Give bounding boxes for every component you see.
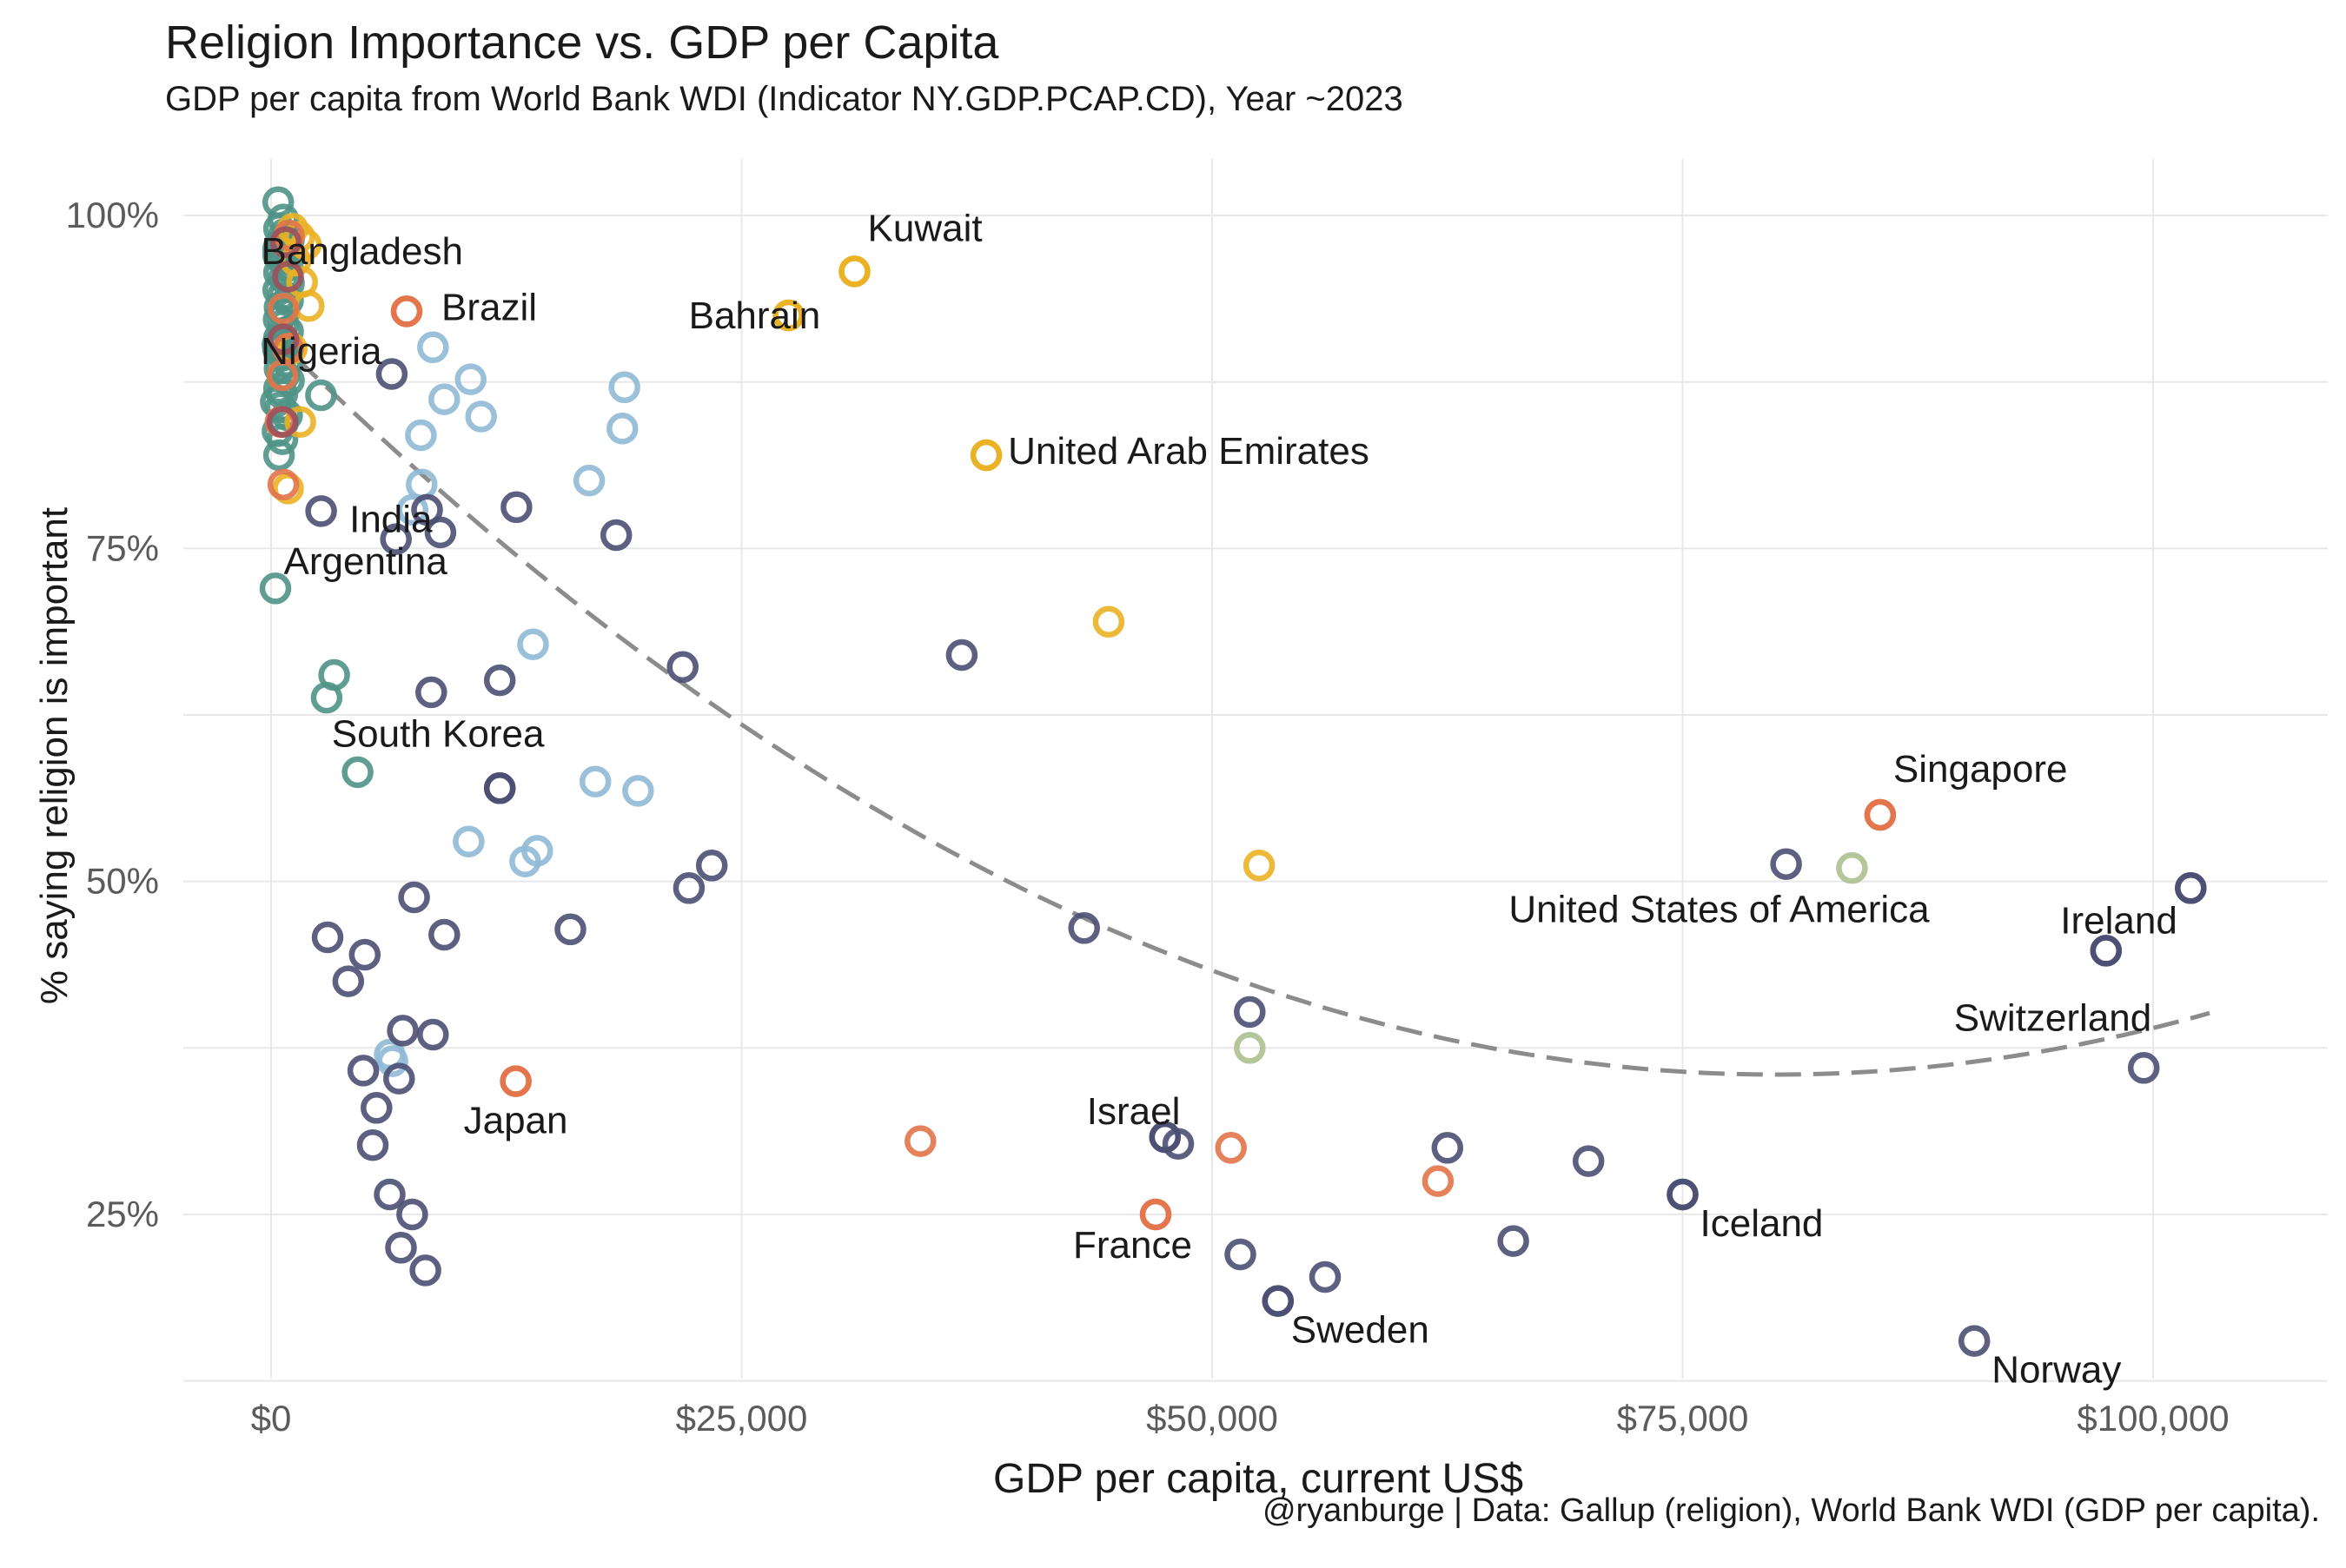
- svg-text:Japan: Japan: [464, 1100, 568, 1142]
- svg-text:$75,000: $75,000: [1617, 1398, 1749, 1439]
- svg-text:Bahrain: Bahrain: [689, 294, 821, 337]
- svg-text:Nigeria: Nigeria: [261, 330, 382, 373]
- svg-text:Switzerland: Switzerland: [1954, 996, 2151, 1039]
- svg-text:$25,000: $25,000: [676, 1398, 808, 1439]
- svg-text:Ireland: Ireland: [2060, 899, 2177, 942]
- svg-text:Israel: Israel: [1087, 1090, 1181, 1133]
- svg-text:India: India: [349, 499, 433, 541]
- svg-text:75%: 75%: [86, 527, 159, 568]
- svg-text:100%: 100%: [66, 195, 159, 235]
- svg-text:Kuwait: Kuwait: [868, 207, 983, 249]
- svg-text:25%: 25%: [86, 1194, 159, 1234]
- svg-text:$100,000: $100,000: [2077, 1398, 2229, 1439]
- svg-text:United Arab Emirates: United Arab Emirates: [1008, 430, 1369, 473]
- svg-text:Singapore: Singapore: [1893, 748, 2068, 791]
- svg-text:South Korea: South Korea: [332, 712, 545, 755]
- svg-text:Iceland: Iceland: [1700, 1202, 1824, 1245]
- svg-text:France: France: [1073, 1224, 1192, 1267]
- svg-text:Norway: Norway: [1991, 1349, 2121, 1392]
- svg-text:Bangladesh: Bangladesh: [262, 230, 463, 273]
- svg-text:$0: $0: [251, 1398, 292, 1439]
- svg-text:50%: 50%: [86, 861, 159, 902]
- svg-text:Argentina: Argentina: [284, 540, 448, 583]
- svg-text:$50,000: $50,000: [1146, 1398, 1278, 1439]
- svg-text:United States of America: United States of America: [1508, 888, 1930, 930]
- svg-text:Sweden: Sweden: [1291, 1309, 1429, 1352]
- svg-text:Brazil: Brazil: [441, 286, 537, 328]
